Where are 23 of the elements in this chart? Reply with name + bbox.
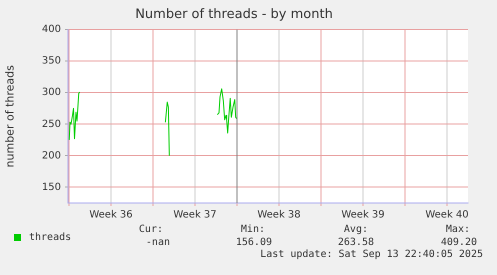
x-tick-label: Week 37 xyxy=(173,210,217,221)
y-tick-label: 350 xyxy=(42,56,61,67)
x-tick-label: Week 38 xyxy=(257,210,301,221)
text: Min: xyxy=(240,224,265,235)
text: Last update: Sat Sep 13 22:40:05 2025 xyxy=(260,249,483,260)
text: 409.20 xyxy=(440,237,477,248)
y-tick-label: 250 xyxy=(42,118,61,130)
x-tick-label: Week 39 xyxy=(341,210,385,221)
chart-title: Number of threads - by month xyxy=(135,7,333,22)
legend-label: threads xyxy=(29,232,72,243)
text: Max: xyxy=(446,224,470,235)
text: 156.09 xyxy=(236,237,272,248)
text: -nan xyxy=(146,237,170,248)
text: 263.58 xyxy=(338,237,374,248)
x-tick-label: Week 40 xyxy=(425,210,469,221)
y-tick-label: 400 xyxy=(42,24,61,36)
y-tick-label: 150 xyxy=(42,182,61,193)
y-tick-label: 300 xyxy=(42,87,61,98)
text: Avg: xyxy=(344,224,368,235)
y-axis-title: number of threads xyxy=(3,64,16,168)
x-tick-label: Week 36 xyxy=(89,210,133,221)
y-tick-label: 200 xyxy=(42,150,61,162)
text: Cur: xyxy=(138,224,163,235)
